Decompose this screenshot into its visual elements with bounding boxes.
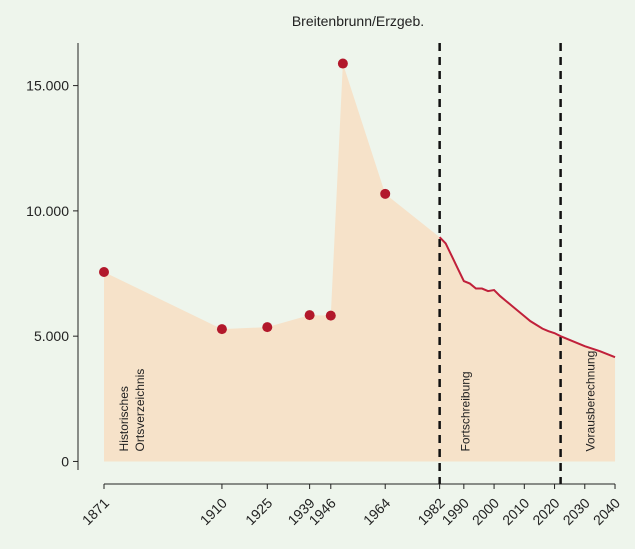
point xyxy=(325,310,336,321)
y-tick-label: 10.000 xyxy=(26,203,69,219)
point xyxy=(337,58,348,69)
point xyxy=(380,188,391,199)
y-tick-label: 0 xyxy=(61,453,69,469)
annotation: Vorausberechnung xyxy=(584,351,598,452)
line xyxy=(438,236,616,359)
point xyxy=(304,310,315,321)
annotation: Ortsverzeichnis xyxy=(133,369,147,452)
area xyxy=(104,63,616,462)
annotation: Fortschreibung xyxy=(459,371,473,451)
annotation: Historisches xyxy=(117,386,131,451)
y-tick-label: 15.000 xyxy=(26,78,69,94)
y-tick-label: 5.000 xyxy=(34,328,69,344)
chart-title: Breitenbrunn/Erzgeb. xyxy=(292,13,424,29)
point xyxy=(99,267,110,278)
point xyxy=(262,322,273,333)
point xyxy=(216,324,227,335)
